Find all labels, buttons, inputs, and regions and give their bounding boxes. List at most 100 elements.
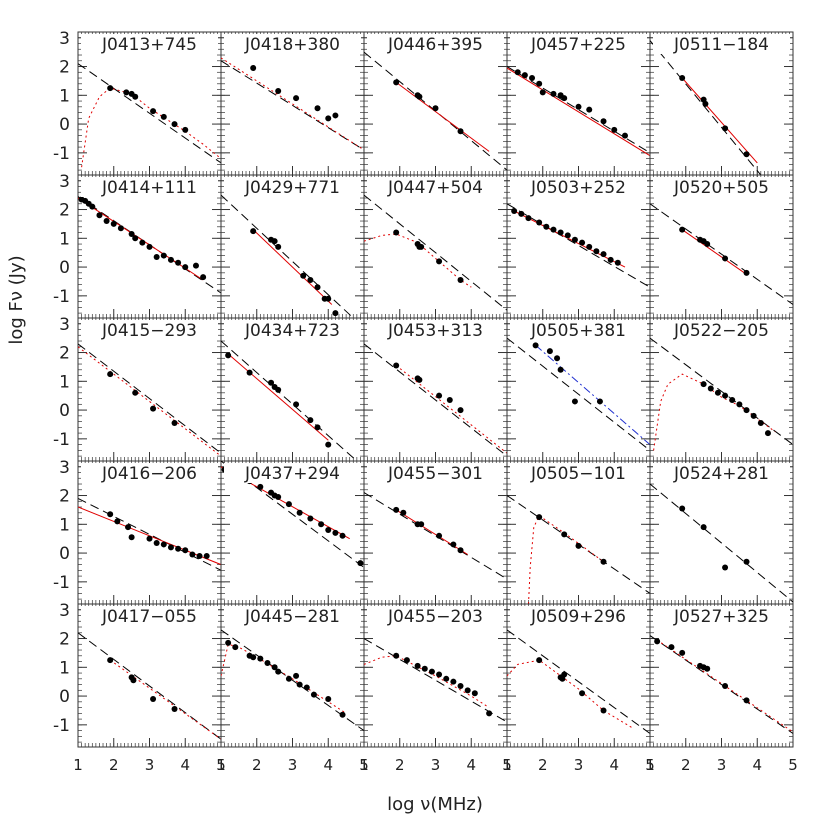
data-point: [561, 671, 568, 678]
plot-area: [507, 337, 650, 451]
data-point: [743, 269, 750, 276]
data-point: [436, 258, 443, 265]
data-point: [167, 544, 174, 551]
fit-line: [650, 635, 793, 734]
x-tick-label: 2: [395, 756, 405, 774]
data-point: [307, 277, 314, 284]
panel-title: J0416−206: [101, 464, 197, 484]
title-bg: [510, 463, 647, 483]
panel-title: J0505−101: [530, 464, 626, 484]
data-point: [153, 254, 160, 261]
title-bg: [367, 34, 504, 54]
data-point: [471, 690, 478, 697]
data-point: [310, 691, 317, 698]
y-tick-label: 1: [59, 86, 70, 106]
panel: J0453+313: [363, 317, 508, 462]
panel: J0503+252: [506, 174, 651, 319]
fit-line: [109, 659, 221, 740]
x-tick-label: 1: [645, 756, 655, 774]
fit-line: [681, 229, 747, 275]
plot-area: [364, 51, 507, 171]
fit-line: [507, 629, 650, 734]
data-point: [704, 241, 711, 248]
data-point: [268, 379, 275, 386]
y-tick-label: 3: [59, 29, 70, 49]
data-point: [189, 551, 196, 558]
y-tick-label: 1: [59, 658, 70, 678]
panel: 1 2 3 4 5 J0509+296: [502, 603, 655, 774]
data-point: [521, 72, 528, 79]
panel-title: J0505+381: [530, 321, 626, 341]
data-point: [403, 657, 410, 664]
data-point: [416, 93, 423, 100]
fit-line: [395, 509, 468, 555]
y-tick-label: -1: [53, 716, 70, 736]
title-bg: [81, 177, 218, 197]
data-point: [546, 348, 553, 355]
y-tick-label: 0: [59, 544, 70, 564]
panel-title: J0453+313: [387, 321, 483, 341]
data-point: [393, 79, 400, 86]
fit-line: [221, 57, 364, 151]
data-point: [196, 552, 203, 559]
y-tick-label: 0: [59, 258, 70, 278]
data-point: [275, 668, 282, 675]
x-tick-label: 5: [216, 756, 226, 774]
x-tick-label: 5: [788, 756, 798, 774]
data-point: [600, 118, 607, 125]
data-point: [714, 389, 721, 396]
data-point: [436, 392, 443, 399]
data-point: [150, 108, 157, 115]
data-point: [550, 226, 557, 233]
data-point: [275, 386, 282, 393]
data-point: [182, 264, 189, 271]
panel: J0429+771: [220, 174, 365, 319]
data-point: [271, 664, 278, 671]
data-point: [416, 376, 423, 383]
data-point: [757, 420, 764, 427]
title-bg: [367, 606, 504, 626]
data-point: [722, 255, 729, 262]
data-point: [596, 398, 603, 405]
data-point: [722, 125, 729, 132]
data-point: [103, 218, 110, 225]
y-tick-label: 2: [59, 344, 70, 364]
data-point: [332, 529, 339, 536]
fit-line: [650, 483, 793, 603]
data-point: [571, 236, 578, 243]
data-point: [107, 657, 114, 664]
data-point: [432, 105, 439, 112]
data-point: [539, 89, 546, 96]
x-tick-label: 2: [681, 756, 691, 774]
data-point: [561, 531, 568, 538]
data-point: [275, 87, 282, 94]
panel-title: J0415−293: [101, 321, 197, 341]
data-point: [293, 672, 300, 679]
data-point: [511, 207, 518, 214]
plot-area: [650, 483, 793, 603]
data-point: [293, 401, 300, 408]
panel: J0434+723: [220, 317, 365, 462]
plot-area: [364, 638, 507, 723]
data-point: [554, 355, 561, 362]
data-point: [117, 225, 124, 232]
plot-area: [507, 66, 650, 157]
fit-line: [221, 643, 347, 714]
data-point: [414, 662, 421, 669]
x-tick-label: 3: [145, 756, 155, 774]
panel-title: J0445−281: [244, 607, 340, 627]
fit-line: [650, 40, 762, 175]
x-tick-label: 4: [609, 756, 619, 774]
data-point: [257, 655, 264, 662]
fit-line: [653, 373, 776, 451]
panel-title: J0522−205: [673, 321, 769, 341]
data-point: [175, 545, 182, 552]
y-tick-label: 3: [59, 172, 70, 192]
data-point: [557, 229, 564, 236]
panel: 3 2 1 0 -1 J0413+745: [53, 29, 222, 176]
data-point: [536, 80, 543, 87]
data-point: [232, 644, 239, 651]
title-bg: [653, 606, 790, 626]
panel: 1 2 3 4 5 J0445−281: [216, 603, 369, 774]
